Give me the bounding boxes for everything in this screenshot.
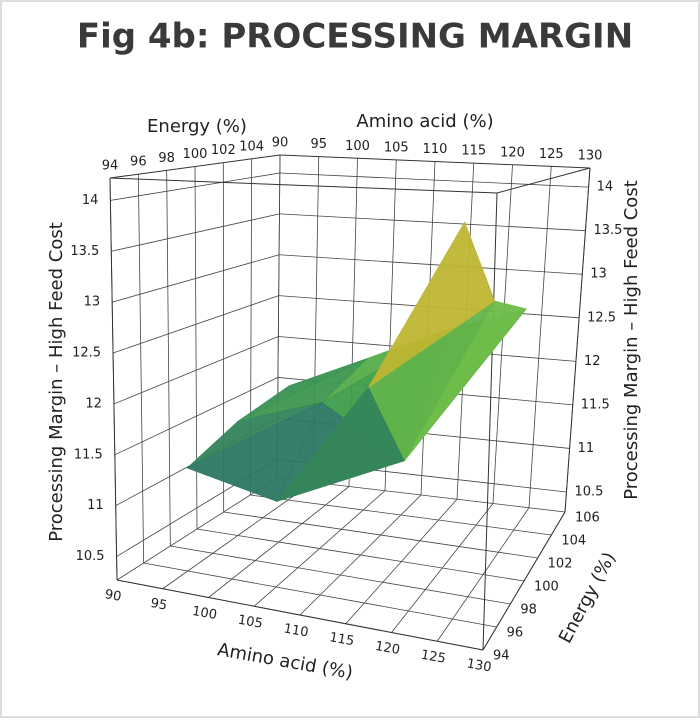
y-tick-label-top: 98 bbox=[158, 151, 175, 166]
z-tick-label-right: 11 bbox=[578, 441, 595, 456]
y-tick-label-top: 104 bbox=[239, 139, 264, 154]
x-tick-label-top: 110 bbox=[423, 142, 448, 157]
x-tick-label-top: 105 bbox=[384, 140, 409, 155]
z-tick-label-right: 11.5 bbox=[581, 397, 610, 412]
x-axis-title-top: Amino acid (%) bbox=[356, 111, 493, 132]
x-tick-label-top: 130 bbox=[578, 149, 603, 164]
y-tick-label-top: 102 bbox=[211, 143, 236, 158]
z-tick-label: 11 bbox=[87, 498, 104, 513]
z-tick-label-right: 13.5 bbox=[593, 223, 622, 238]
y-tick-label: 100 bbox=[534, 580, 559, 595]
z-tick-label-right: 12 bbox=[584, 354, 601, 369]
z-tick-label-right: 13 bbox=[590, 267, 607, 282]
x-tick-label-top: 125 bbox=[539, 147, 564, 162]
x-tick-label: 90 bbox=[104, 587, 123, 605]
z-tick-label: 12 bbox=[85, 396, 102, 411]
x-tick-label-top: 95 bbox=[310, 137, 327, 152]
y-tick-label: 96 bbox=[507, 626, 524, 641]
y-tick-label: 94 bbox=[493, 649, 510, 664]
z-tick-label-right: 12.5 bbox=[587, 310, 616, 325]
y-tick-label: 106 bbox=[575, 511, 600, 526]
x-tick-label: 95 bbox=[149, 596, 168, 614]
x-tick-label-top: 90 bbox=[272, 136, 289, 151]
z-axis-title: Processing Margin – High Feed Cost bbox=[46, 222, 67, 542]
z-tick-label-right: 10.5 bbox=[574, 484, 603, 499]
y-tick-label: 104 bbox=[561, 534, 586, 549]
z-tick-label: 10.5 bbox=[76, 549, 105, 564]
x-tick-label-top: 115 bbox=[461, 144, 486, 159]
y-tick-label: 102 bbox=[548, 557, 573, 572]
x-tick-label-top: 100 bbox=[345, 139, 370, 154]
y-tick-label-top: 94 bbox=[102, 159, 119, 174]
z-tick-label: 13.5 bbox=[70, 244, 99, 259]
z-tick-label: 12.5 bbox=[72, 346, 101, 361]
y-tick-label-top: 96 bbox=[130, 155, 147, 170]
y-tick-label: 98 bbox=[520, 603, 537, 618]
z-tick-label: 11.5 bbox=[74, 447, 103, 462]
z-tick-label: 14 bbox=[82, 193, 99, 208]
x-tick-label-top: 120 bbox=[500, 145, 525, 160]
y-axis-title-top: Energy (%) bbox=[147, 116, 247, 137]
z-tick-label-right: 14 bbox=[597, 180, 614, 195]
chart-title: Fig 4b: PROCESSING MARGIN bbox=[77, 17, 633, 57]
z-axis-title-right: Processing Margin – High Feed Cost bbox=[621, 180, 642, 500]
z-tick-label: 13 bbox=[84, 295, 101, 310]
y-tick-label-top: 100 bbox=[183, 147, 208, 162]
